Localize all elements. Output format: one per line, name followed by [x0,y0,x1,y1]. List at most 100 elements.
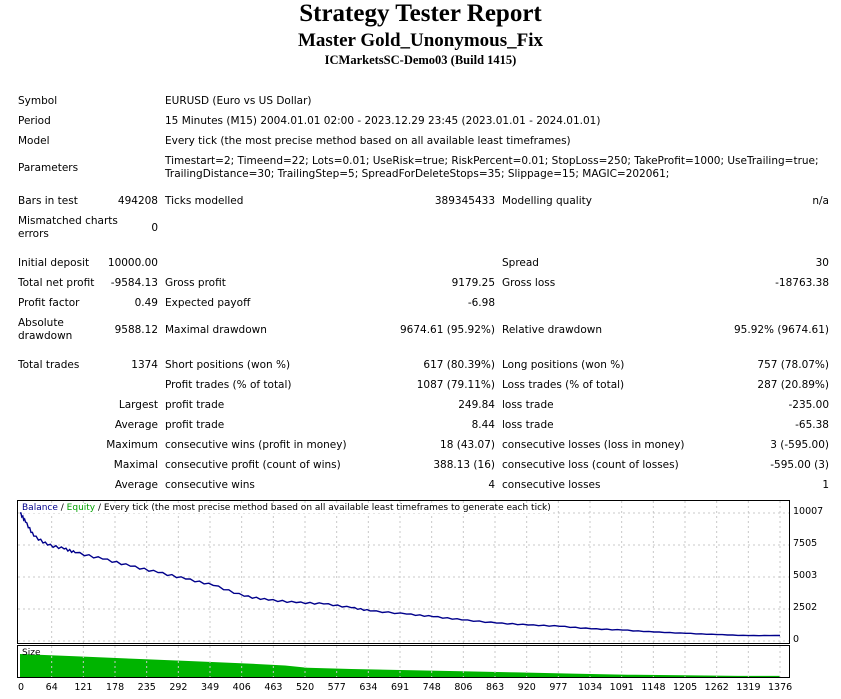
size-chart: Size [17,645,790,678]
size-chart-svg [20,646,781,677]
x-tick-label: 178 [106,682,125,693]
x-tick-label: 1319 [736,682,761,693]
quality-label: Modelling quality [502,195,592,207]
profit-trades-label: Profit trades (% of total) [165,379,292,391]
x-tick-label: 349 [201,682,220,693]
maximal-cons-loss-label: consecutive loss (count of losses) [502,459,679,471]
rel-drawdown-value: 95.92% (9674.61) [734,324,829,336]
gross-profit-value: 9179.25 [451,277,495,289]
x-tick-label: 406 [232,682,251,693]
average-cons-label: Average [114,479,158,491]
average-label: Average [114,419,158,431]
long-positions-label: Long positions (won %) [502,359,625,371]
mismatch-value: 0 [151,222,158,234]
x-tick-label: 1262 [704,682,729,693]
parameters-line1: Timestart=2; Timeend=22; Lots=0.01; UseR… [165,155,819,167]
spread-label: Spread [502,257,539,269]
largest-loss-value: -235.00 [788,399,829,411]
period-value: 15 Minutes (M15) 2004.01.01 02:00 - 2023… [165,115,601,127]
balance-line [20,512,781,637]
largest-loss-trade-label: loss trade [502,399,554,411]
maximum-label: Maximum [106,439,158,451]
y-tick-label: 2502 [793,602,818,613]
short-positions-value: 617 (80.39%) [423,359,495,371]
x-tick-label: 863 [486,682,505,693]
long-positions-value: 757 (78.07%) [757,359,829,371]
maximal-label: Maximal [113,459,158,471]
gross-loss-value: -18763.38 [775,277,829,289]
abs-drawdown-label-2: drawdown [18,330,73,342]
symbol-label: Symbol [18,95,58,107]
gross-loss-label: Gross loss [502,277,556,289]
total-trades-value: 1374 [131,359,158,371]
largest-profit-trade-label: profit trade [165,399,225,411]
average-profit-trade-label: profit trade [165,419,225,431]
parameters-label: Parameters [18,162,79,174]
x-tick-label: 577 [327,682,346,693]
period-label: Period [18,115,51,127]
max-cons-losses-value: 3 (-595.00) [770,439,829,451]
report-title: Strategy Tester Report [299,0,542,27]
average-profit-value: 8.44 [471,419,495,431]
x-tick-label: 292 [169,682,188,693]
largest-label: Largest [118,399,158,411]
y-tick-label: 10007 [793,506,824,517]
loss-trades-value: 287 (20.89%) [757,379,829,391]
x-tick-label: 121 [74,682,93,693]
y-tick-label: 0 [793,634,800,645]
abs-drawdown-value: 9588.12 [114,324,158,336]
average-loss-trade-label: loss trade [502,419,554,431]
parameters-line2: TrailingDistance=30; TrailingStep=5; Spr… [165,168,670,180]
rel-drawdown-label: Relative drawdown [502,324,603,336]
maximal-cons-profit-value: 388.13 (16) [433,459,495,471]
profit-factor-value: 0.49 [134,297,158,309]
legend-sep: / [57,503,67,513]
net-profit-label: Total net profit [18,277,95,289]
x-tick-label: 0 [18,682,25,693]
x-tick-label: 1376 [768,682,793,693]
x-tick-label: 235 [137,682,156,693]
expected-payoff-value: -6.98 [467,297,495,309]
model-value: Every tick (the most precise method base… [165,135,571,147]
y-tick-label: 5003 [793,570,818,581]
short-positions-label: Short positions (won %) [165,359,291,371]
profit-factor-label: Profit factor [18,297,80,309]
x-tick-label: 1148 [641,682,666,693]
max-cons-wins-label: consecutive wins (profit in money) [165,439,347,451]
mismatch-label-2: errors [18,228,49,240]
max-drawdown-label: Maximal drawdown [165,324,267,336]
avg-cons-losses-label: consecutive losses [502,479,601,491]
average-loss-value: -65.38 [795,419,829,431]
quality-value: n/a [812,195,829,207]
x-tick-label: 691 [391,682,410,693]
expected-payoff-label: Expected payoff [165,297,251,309]
maximal-cons-profit-label: consecutive profit (count of wins) [165,459,341,471]
x-tick-label: 748 [422,682,441,693]
legend-equity: Equity [66,503,96,513]
avg-cons-losses-value: 1 [822,479,829,491]
total-trades-label: Total trades [18,359,80,371]
x-tick-label: 64 [45,682,58,693]
abs-drawdown-label-1: Absolute [18,317,64,329]
legend-model: / Every tick (the most precise method ba… [95,503,551,513]
max-cons-wins-value: 18 (43.07) [440,439,495,451]
symbol-value: EURUSD (Euro vs US Dollar) [165,95,312,107]
x-tick-label: 1034 [578,682,603,693]
x-tick-label: 1091 [609,682,634,693]
avg-cons-wins-value: 4 [488,479,495,491]
bars-value: 494208 [117,195,158,207]
largest-profit-value: 249.84 [458,399,495,411]
x-tick-label: 977 [549,682,568,693]
legend-balance: Balance [22,503,58,513]
y-tick-label: 7505 [793,538,818,549]
profit-trades-value: 1087 (79.11%) [416,379,495,391]
net-profit-value: -9584.13 [110,277,158,289]
x-tick-label: 1205 [673,682,698,693]
balance-chart: Balance / Equity / Every tick (the most … [17,500,790,644]
max-drawdown-value: 9674.61 (95.92%) [400,324,495,336]
chart-legend: Balance / Equity / Every tick (the most … [22,503,551,513]
model-label: Model [18,135,50,147]
initial-deposit-label: Initial deposit [18,257,90,269]
initial-deposit-value: 10000.00 [107,257,158,269]
max-cons-losses-label: consecutive losses (loss in money) [502,439,685,451]
